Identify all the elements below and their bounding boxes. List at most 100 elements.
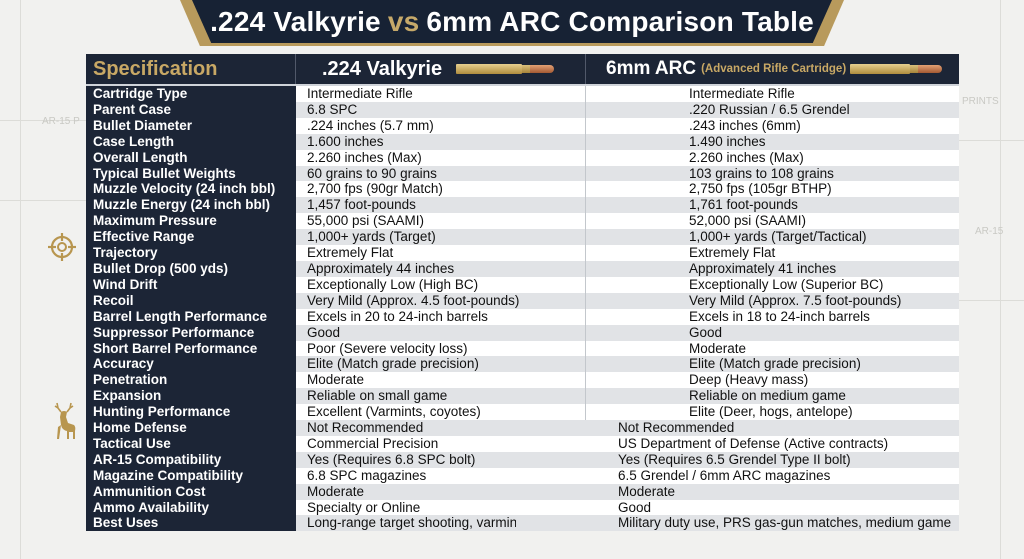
table-body: Cartridge Type Intermediate Rifle Intermed… (86, 86, 959, 532)
arc-value: 2.260 inches (Max) (586, 149, 959, 166)
row-label: Magazine Compatibility (86, 467, 296, 484)
row-label: Bullet Drop (500 yds) (86, 260, 296, 277)
title-vs: vs (387, 5, 420, 37)
valkyrie-value: 1.600 inches (296, 133, 586, 150)
arc-value: Extremely Flat (586, 245, 959, 261)
table-row: Recoil Very Mild (Approx. 4.5 foot-pounds… (86, 292, 959, 309)
valkyrie-value: Reliable on small game (296, 388, 586, 405)
header-valkyrie: .224 Valkyrie (296, 54, 586, 84)
valkyrie-value: Long-range target shooting, varmints (296, 515, 516, 532)
valkyrie-value: 6.8 SPC (296, 101, 586, 118)
arc-value: Reliable on medium game (586, 388, 959, 405)
row-label: Muzzle Energy (24 inch bbl) (86, 197, 296, 214)
arc-value: Good (586, 324, 959, 341)
valkyrie-value: 6.8 SPC magazines (296, 467, 516, 484)
arc-value: .220 Russian / 6.5 Grendel (586, 101, 959, 118)
crosshair-icon (48, 233, 76, 261)
title-left: .224 Valkyrie (210, 5, 381, 37)
row-label: Trajectory (86, 245, 296, 261)
background-line (0, 200, 86, 201)
arc-value: Exceptionally Low (Superior BC) (586, 276, 959, 293)
table-row: Suppressor Performance Good Good (86, 324, 959, 341)
background-label: AR-15 (975, 226, 1004, 237)
table-row: Short Barrel Performance Poor (Severe vel… (86, 340, 959, 357)
valkyrie-value: Moderate (296, 483, 516, 500)
row-label: Recoil (86, 292, 296, 309)
arc-value: Good (516, 499, 959, 516)
cartridge-icon (850, 63, 943, 75)
table-row: Accuracy Elite (Match grade precision) Eli… (86, 356, 959, 373)
row-label: Accuracy (86, 356, 296, 373)
table-row: Hunting Performance Excellent (Varmints, … (86, 404, 959, 421)
row-label: Short Barrel Performance (86, 340, 296, 357)
row-label: Expansion (86, 388, 296, 405)
valkyrie-value: 60 grains to 90 grains (296, 165, 586, 182)
table-row: Penetration Moderate Deep (Heavy mass) (86, 372, 959, 389)
title-right: 6mm ARC Comparison Table (426, 5, 814, 37)
row-label: Parent Case (86, 101, 296, 118)
comparison-table: Specification .224 Valkyrie 6mm ARC (Adv… (86, 54, 959, 532)
arc-value: Excels in 18 to 24-inch barrels (586, 308, 959, 325)
valkyrie-value: Exceptionally Low (High BC) (296, 276, 586, 293)
row-label: Wind Drift (86, 276, 296, 293)
valkyrie-value: Good (296, 324, 586, 341)
table-row: Magazine Compatibility 6.8 SPC magazines 6… (86, 467, 959, 484)
arc-value: Moderate (586, 340, 959, 357)
row-label: Penetration (86, 372, 296, 389)
arc-value: 1,761 foot-pounds (586, 197, 959, 214)
arc-value: .243 inches (6mm) (586, 117, 959, 134)
header-valkyrie-label: .224 Valkyrie (322, 57, 443, 80)
table-row: Maximum Pressure 55,000 psi (SAAMI) 52,000… (86, 213, 959, 230)
valkyrie-value: 1,000+ yards (Target) (296, 229, 586, 246)
row-label: Effective Range (86, 229, 296, 246)
table-row: Tactical Use Commercial Precision US Depar… (86, 435, 959, 452)
row-label: Maximum Pressure (86, 213, 296, 230)
table-row: Muzzle Energy (24 inch bbl) 1,457 foot-po… (86, 197, 959, 214)
valkyrie-value: Specialty or Online (296, 499, 516, 516)
row-label: Cartridge Type (86, 86, 296, 102)
arc-value: Moderate (516, 483, 959, 500)
valkyrie-value: .224 inches (5.7 mm) (296, 117, 586, 134)
row-label: Case Length (86, 133, 296, 150)
arc-value: 2,750 fps (105gr BTHP) (586, 181, 959, 198)
background-line (0, 120, 86, 121)
valkyrie-value: Commercial Precision (296, 435, 516, 452)
background-label: PRINTS (962, 96, 999, 107)
valkyrie-value: Extremely Flat (296, 245, 586, 261)
background-label: AR-15 P (42, 116, 80, 127)
row-label: Hunting Performance (86, 404, 296, 421)
table-row: Best Uses Long-range target shooting, var… (86, 515, 959, 532)
table-row: Wind Drift Exceptionally Low (High BC) Exc… (86, 276, 959, 293)
background-line (20, 0, 21, 559)
background-line (1000, 0, 1001, 559)
row-label: Ammo Availability (86, 499, 296, 516)
arc-value: Intermediate Rifle (586, 86, 959, 102)
page-title: .224 Valkyrie vs 6mm ARC Comparison Tabl… (192, 0, 832, 43)
row-label: Bullet Diameter (86, 117, 296, 134)
row-label: Suppressor Performance (86, 324, 296, 341)
background-line (959, 140, 1024, 141)
table-row: Muzzle Velocity (24 inch bbl) 2,700 fps (… (86, 181, 959, 198)
header-arc-subtitle: (Advanced Rifle Cartridge) (701, 63, 847, 75)
table-row: AR-15 Compatibility Yes (Requires 6.8 SPC… (86, 451, 959, 468)
table-row: Home Defense Not Recommended Not Recommend… (86, 420, 959, 436)
table-row: Effective Range 1,000+ yards (Target) 1,00… (86, 229, 959, 246)
table-row: Barrel Length Performance Excels in 20 to… (86, 308, 959, 325)
valkyrie-value: Approximately 44 inches (296, 260, 586, 277)
header-arc-label: 6mm ARC (606, 58, 697, 79)
background-line (959, 300, 1024, 301)
table-row: Ammo Availability Specialty or Online Good (86, 499, 959, 516)
row-label: Best Uses (86, 515, 296, 532)
title-banner: .224 Valkyrie vs 6mm ARC Comparison Tabl… (180, 0, 844, 46)
table-row: Overall Length 2.260 inches (Max) 2.260 in… (86, 149, 959, 166)
row-label: Overall Length (86, 149, 296, 166)
table-row: Cartridge Type Intermediate Rifle Intermed… (86, 86, 959, 102)
valkyrie-value: Excellent (Varmints, coyotes) (296, 404, 586, 421)
arc-value: Military duty use, PRS gas-gun matches, … (516, 515, 959, 532)
arc-value: Elite (Match grade precision) (586, 356, 959, 373)
deer-icon (54, 402, 76, 439)
valkyrie-value: Moderate (296, 372, 586, 389)
row-label: Home Defense (86, 420, 296, 436)
table-header: Specification .224 Valkyrie 6mm ARC (Adv… (86, 54, 959, 86)
valkyrie-value: Excels in 20 to 24-inch barrels (296, 308, 586, 325)
